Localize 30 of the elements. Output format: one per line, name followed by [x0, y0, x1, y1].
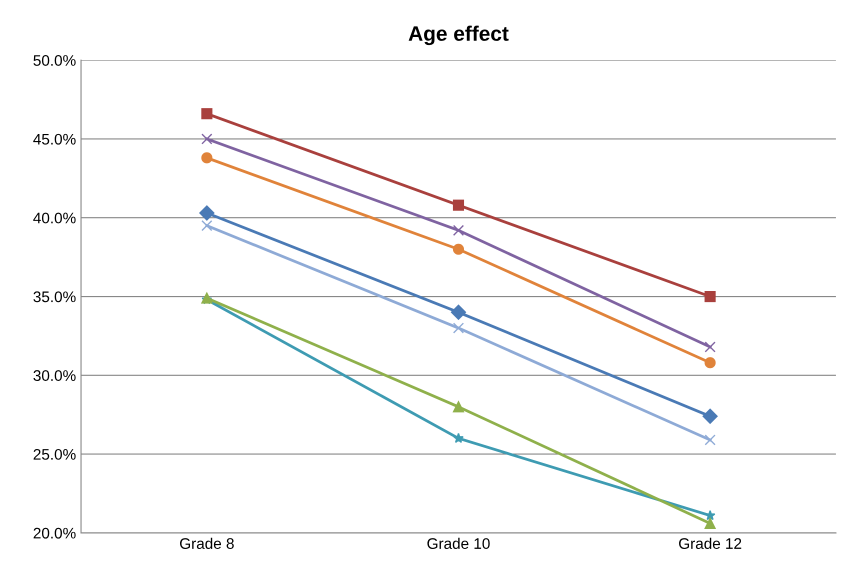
point: [702, 408, 718, 424]
point: [199, 205, 214, 221]
y-tick-label: 40.0%: [33, 212, 76, 224]
point: [704, 290, 716, 302]
point: [201, 108, 212, 120]
point: [452, 322, 464, 334]
point: [704, 434, 716, 446]
x-tick-label: Grade 10: [427, 538, 490, 549]
point: [452, 224, 464, 236]
point: [452, 244, 464, 255]
y-tick-label: 45.0%: [33, 134, 76, 145]
point: [704, 518, 716, 529]
point: [704, 341, 716, 353]
chart-title: Age effect: [408, 26, 509, 46]
y-tick-label: 30.0%: [33, 370, 76, 381]
x-tick-label: Grade 8: [180, 538, 234, 549]
x-tick-label: Grade 12: [679, 538, 742, 549]
point: [704, 357, 716, 368]
point: [453, 432, 464, 443]
point: [201, 220, 212, 232]
y-tick-label: 35.0%: [33, 291, 76, 302]
y-tick-label: 25.0%: [34, 448, 76, 460]
point: [201, 152, 212, 164]
y-tick-label: 50.0%: [33, 55, 76, 66]
point: [450, 304, 466, 320]
point: [201, 133, 212, 145]
point: [452, 200, 464, 211]
point: [452, 401, 464, 412]
point: [704, 510, 716, 520]
y-tick-label: 20.0%: [34, 528, 76, 539]
